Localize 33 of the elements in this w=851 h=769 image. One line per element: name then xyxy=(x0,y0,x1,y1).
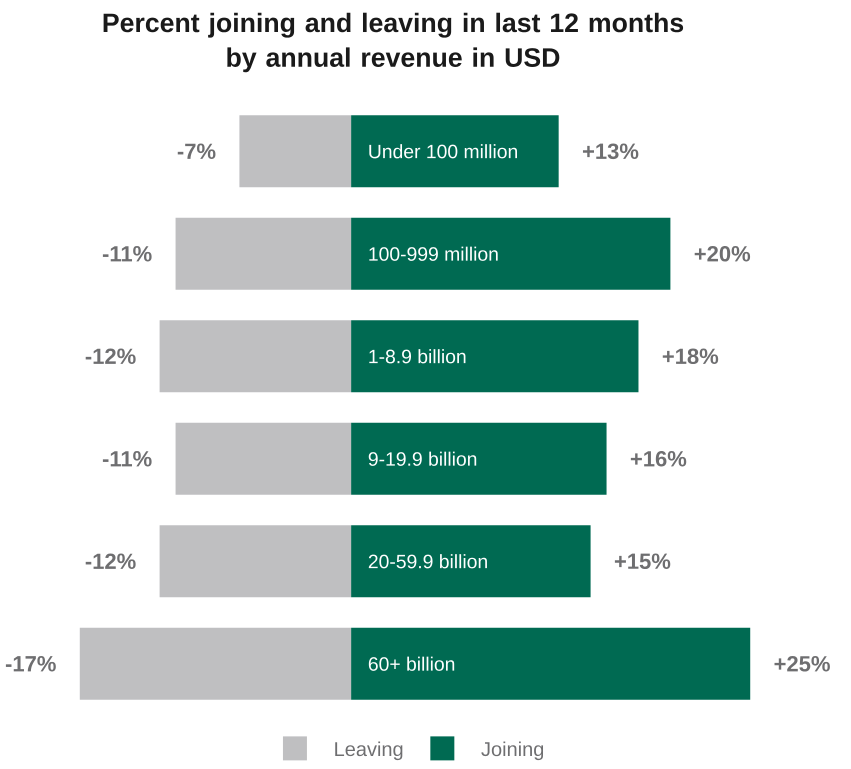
bar xyxy=(160,320,352,392)
legend-label: Leaving xyxy=(335,741,402,760)
bar xyxy=(176,218,352,290)
y-tick-label: 1-8.9 billion xyxy=(369,349,466,364)
bar xyxy=(239,115,352,188)
bar xyxy=(351,218,670,290)
bar xyxy=(351,320,638,392)
bar xyxy=(351,525,591,598)
y-tick-label: 20-59.9 billion xyxy=(368,554,487,568)
chart-title: Percent joining and leaving in last 12 months by annual revenue in USD xyxy=(104,12,684,72)
data-label: -7% xyxy=(178,144,216,159)
bar xyxy=(351,115,559,188)
bar xyxy=(160,525,352,598)
bar xyxy=(80,628,352,700)
data-label: +20% xyxy=(694,246,750,262)
y-tick-label: 100-999 million xyxy=(369,246,498,261)
data-label: +15% xyxy=(614,554,670,570)
data-label: -17% xyxy=(6,656,56,672)
y-tick-label: 9-19.9 billion xyxy=(368,452,476,466)
legend-label: Joining xyxy=(481,741,544,760)
data-label: -12% xyxy=(86,553,136,570)
data-label: +25% xyxy=(774,656,830,672)
bar xyxy=(351,628,750,700)
bar xyxy=(176,422,352,495)
data-label: -11% xyxy=(102,451,152,466)
bar xyxy=(351,422,607,495)
data-label: +13% xyxy=(582,143,638,160)
data-label: +18% xyxy=(662,348,718,364)
y-tick-label: Under 100 million xyxy=(369,144,517,158)
data-label: +16% xyxy=(630,450,686,467)
data-label: -11% xyxy=(102,246,152,262)
y-tick-label: 60+ billion xyxy=(368,656,454,671)
data-label: -12% xyxy=(86,348,136,364)
